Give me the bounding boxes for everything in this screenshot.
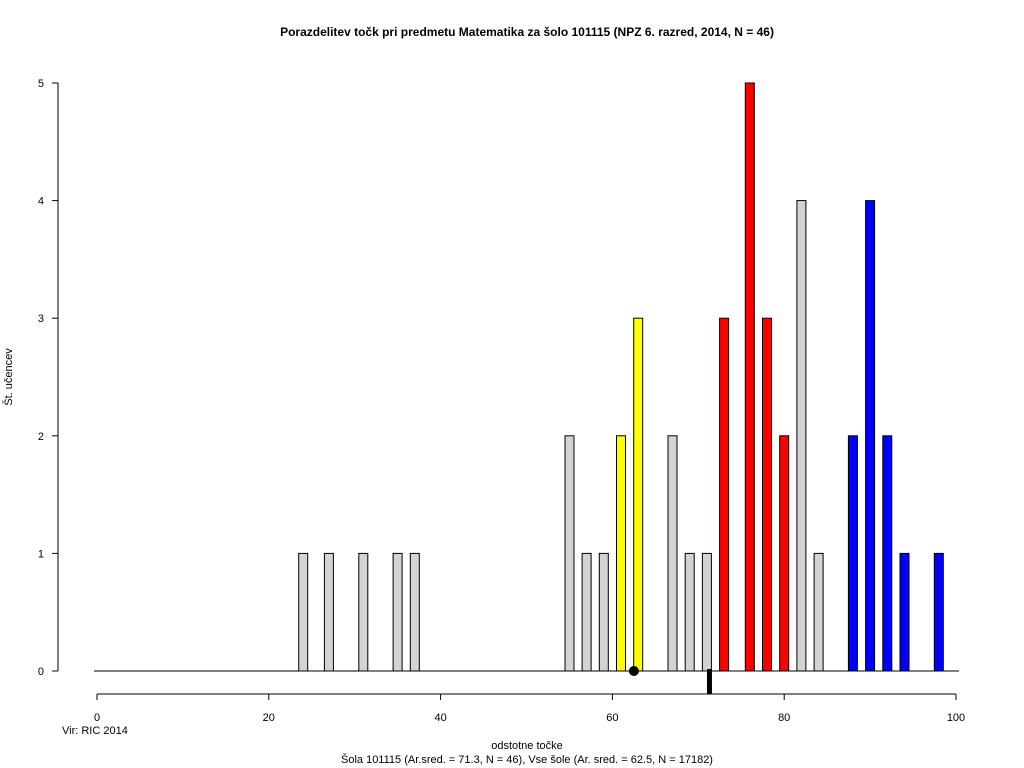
chart-subtitle: Šola 101115 (Ar.sred. = 71.3, N = 46), V… [341,753,713,766]
bar-x57 [581,552,592,672]
bar-x78 [762,317,772,672]
bar-x73 [719,317,730,672]
bar-x82 [796,200,807,672]
bar-x61 [616,435,626,672]
bar-x90 [865,200,876,672]
y-tick-label: 5 [38,78,44,90]
bar-x69 [684,552,695,672]
chart-title: Porazdelitev točk pri predmetu Matematik… [280,25,774,39]
bar-x37 [409,552,420,672]
bar-x59 [598,552,609,672]
bar-x67 [667,435,678,672]
x-tick-label: 40 [434,712,446,724]
bar-x24 [298,552,309,672]
y-axis-title: Št. učencev [2,348,15,406]
y-tick-label: 2 [38,431,44,443]
y-axis: 0 1 2 3 4 5 [38,78,59,678]
x-tick-label: 100 [947,712,965,724]
bar-x84 [813,552,824,672]
x-axis-title: odstotne točke [491,740,563,752]
bar-x31 [358,552,369,672]
bar-x88 [847,435,858,672]
y-tick-label: 4 [38,196,44,208]
bar-x76 [744,82,755,672]
source-note: Vir: RIC 2014 [62,725,128,737]
all-schools-mean-marker [628,666,639,676]
bar-x27 [323,552,334,672]
bar-x63 [633,317,644,672]
y-tick-label: 3 [38,313,44,325]
bar-x94 [899,552,910,672]
bar-x55 [564,435,575,672]
bar-x35 [392,552,403,672]
x-tick-label: 60 [606,712,618,724]
y-tick-label: 1 [38,548,44,560]
x-tick-label: 0 [94,712,100,724]
x-tick-label: 80 [778,712,790,724]
x-axis: 0 20 40 60 80 100 [94,693,965,724]
y-tick-label: 0 [38,666,44,678]
x-tick-label: 20 [263,712,275,724]
bars-group [94,82,959,672]
bar-x71 [701,552,712,672]
bar-x92 [882,435,893,672]
bar-x98 [933,552,944,672]
mean-markers [628,666,712,694]
bar-x80 [779,435,790,672]
